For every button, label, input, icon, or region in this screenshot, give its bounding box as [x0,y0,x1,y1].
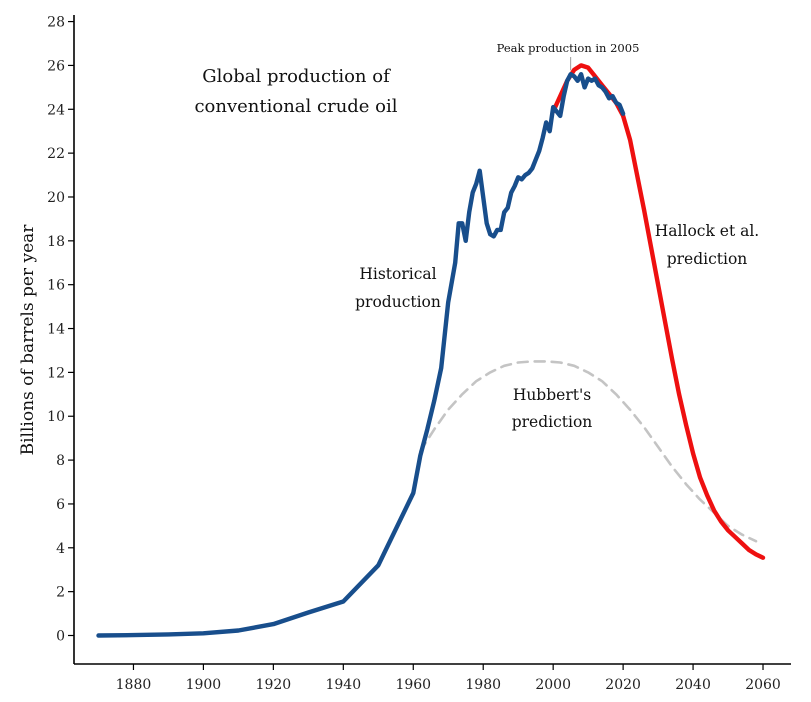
y-tick-label: 2 [56,585,65,601]
peak-annotation: Peak production in 2005 [497,41,640,55]
x-tick-label: 2000 [535,677,571,693]
y-tick-label: 28 [47,15,65,31]
hallock-prediction-line [551,63,766,560]
y-tick-label: 0 [56,628,65,644]
x-tick-label: 1960 [395,677,431,693]
axes [73,15,791,665]
x-ticks: 1880 1900 1920 1940 1960 1980 2000 2020 2040 2060 [116,664,781,693]
chart-title-line-1: Global production of [202,66,391,87]
y-tick-label: 4 [56,541,65,557]
y-axis-label: Billions of barrels per year [18,224,38,456]
y-tick-label: 8 [56,453,65,469]
y-tick-label: 18 [47,234,65,250]
series-layer [96,63,766,638]
hubbert-label-line-1: Hubbert's [513,386,591,404]
hallock-label-line-1: Hallock et al. [655,222,759,240]
hubbert-label-line-2: prediction [512,413,593,431]
x-tick-label: 1920 [256,677,292,693]
x-tick-label: 1900 [186,677,222,693]
hubbert-prediction-line [418,360,758,543]
x-tick-label: 1940 [325,677,361,693]
historical-label-line-1: Historical [359,265,436,283]
y-tick-label: 6 [56,497,65,513]
y-tick-label: 16 [47,278,65,294]
y-tick-label: 24 [47,102,65,118]
x-tick-label: 2020 [605,677,641,693]
x-tick-label: 1880 [116,677,152,693]
y-tick-label: 20 [47,190,65,206]
y-tick-label: 14 [47,322,65,338]
y-tick-label: 26 [47,58,65,74]
hallock-label-line-2: prediction [667,250,748,268]
x-tick-label: 2060 [745,677,781,693]
y-tick-label: 12 [47,365,65,381]
chart-title-line-2: conventional crude oil [194,96,397,117]
historical-production-line [96,71,626,638]
y-tick-label: 10 [47,409,65,425]
x-tick-label: 1980 [465,677,501,693]
historical-label-line-2: production [355,293,441,311]
x-tick-label: 2040 [675,677,711,693]
y-tick-label: 22 [47,146,65,162]
